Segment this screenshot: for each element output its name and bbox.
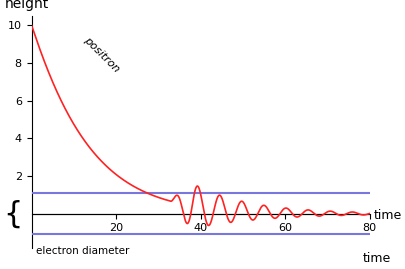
- Text: electron diameter: electron diameter: [36, 246, 129, 256]
- Y-axis label: height: height: [4, 0, 49, 11]
- X-axis label: time: time: [361, 252, 390, 265]
- Text: time: time: [373, 209, 401, 222]
- Text: {: {: [3, 199, 22, 228]
- Text: positron: positron: [82, 35, 121, 74]
